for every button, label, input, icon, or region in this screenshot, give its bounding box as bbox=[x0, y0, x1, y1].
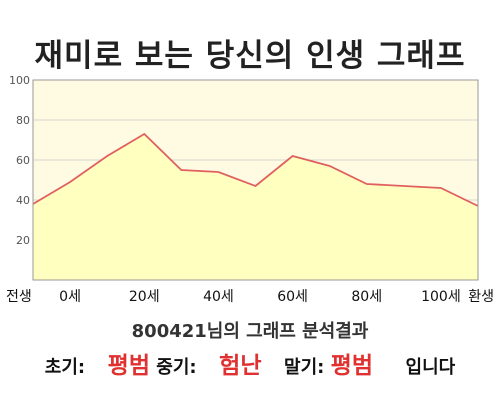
x-tick-label: 20세 bbox=[129, 289, 160, 305]
x-tick-label: 100세 bbox=[421, 289, 461, 305]
result-subtitle: 800421님의 그래프 분석결과 bbox=[131, 321, 369, 342]
early-value: 평범 bbox=[107, 353, 150, 379]
y-tick-label: 80 bbox=[16, 114, 30, 127]
x-tick-label: 60세 bbox=[277, 289, 308, 305]
x-tick-label: 0세 bbox=[59, 289, 81, 305]
x-tick-label: 80세 bbox=[351, 289, 382, 305]
result-summary: 초기: 평범 중기: 험난 말기: 평범 입니다 bbox=[0, 346, 500, 380]
late-label: 말기: bbox=[284, 357, 325, 378]
y-axis-ticks: 20 40 60 80 100 bbox=[9, 74, 30, 247]
y-tick-label: 100 bbox=[9, 74, 30, 87]
middle-value: 험난 bbox=[219, 353, 262, 379]
y-tick-label: 40 bbox=[16, 194, 30, 207]
middle-label: 중기: bbox=[156, 357, 197, 378]
life-line bbox=[32, 132, 479, 207]
y-tick-label: 20 bbox=[16, 234, 30, 247]
early-label: 초기: bbox=[44, 357, 86, 378]
life-area-fill bbox=[33, 134, 478, 280]
x-tick-label: 전생 bbox=[6, 289, 32, 305]
y-tick-label: 60 bbox=[16, 154, 30, 167]
plot-frame bbox=[32, 79, 479, 281]
x-tick-label: 40세 bbox=[203, 289, 234, 305]
x-axis-ticks: 전생 0세 20세 40세 60세 80세 100세 환생 bbox=[6, 289, 494, 305]
x-tick-label: 환생 bbox=[468, 289, 494, 305]
result-suffix: 입니다 bbox=[405, 357, 456, 378]
late-value: 평범 bbox=[330, 353, 373, 379]
chart-title: 재미로 보는 당신의 인생 그래프 bbox=[34, 38, 466, 74]
